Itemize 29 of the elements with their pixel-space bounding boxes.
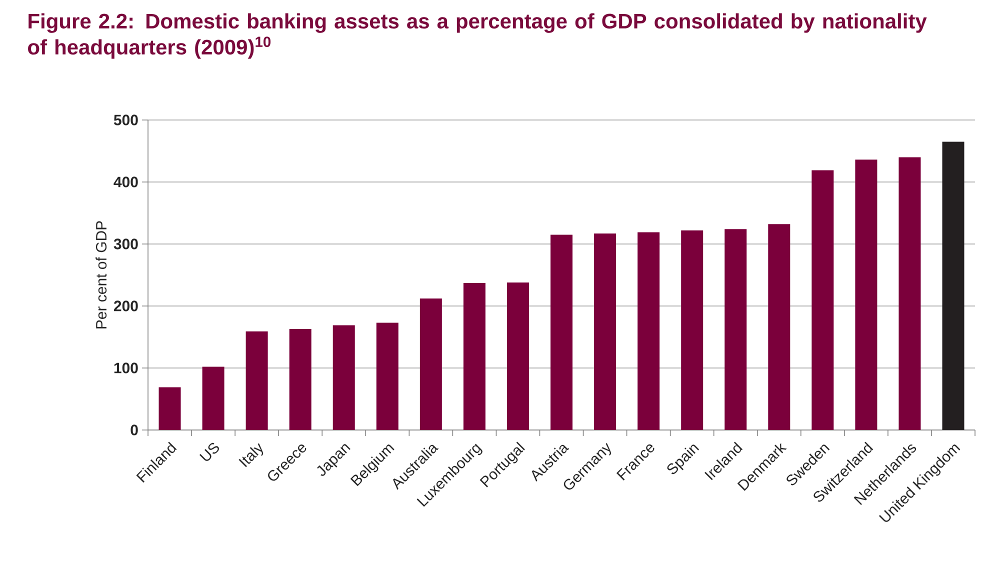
bar bbox=[246, 331, 268, 430]
bar bbox=[638, 232, 660, 430]
bar bbox=[812, 170, 834, 430]
y-tick-label: 400 bbox=[114, 176, 138, 188]
bar bbox=[724, 229, 747, 430]
bar bbox=[768, 224, 790, 430]
y-tick-label: 300 bbox=[114, 238, 138, 250]
bar bbox=[594, 233, 616, 430]
bar bbox=[332, 325, 355, 430]
bar bbox=[158, 387, 181, 430]
bar bbox=[898, 157, 921, 430]
y-axis-title: Per cent of GDP bbox=[96, 221, 107, 328]
y-tick-label: 0 bbox=[130, 424, 138, 436]
y-tick-label: 500 bbox=[114, 114, 138, 126]
bar bbox=[855, 160, 878, 430]
bar bbox=[506, 282, 529, 430]
bar bbox=[420, 298, 442, 430]
bar bbox=[202, 366, 224, 430]
bar bbox=[942, 142, 964, 430]
bar bbox=[376, 322, 398, 430]
y-tick-label: 100 bbox=[114, 362, 138, 374]
bar bbox=[681, 230, 704, 430]
bar bbox=[550, 234, 573, 430]
x-tick-label: Italy bbox=[238, 443, 264, 468]
bar bbox=[289, 328, 312, 430]
y-tick-label: 200 bbox=[114, 300, 138, 312]
chart-title: Figure 2.2: Domestic banking assets as a percentage of GDP consolidated by nationality of headquarters (2009)$^{10}$ bbox=[28, 13, 927, 59]
x-tick-label: US bbox=[199, 442, 220, 461]
bar bbox=[463, 283, 486, 430]
